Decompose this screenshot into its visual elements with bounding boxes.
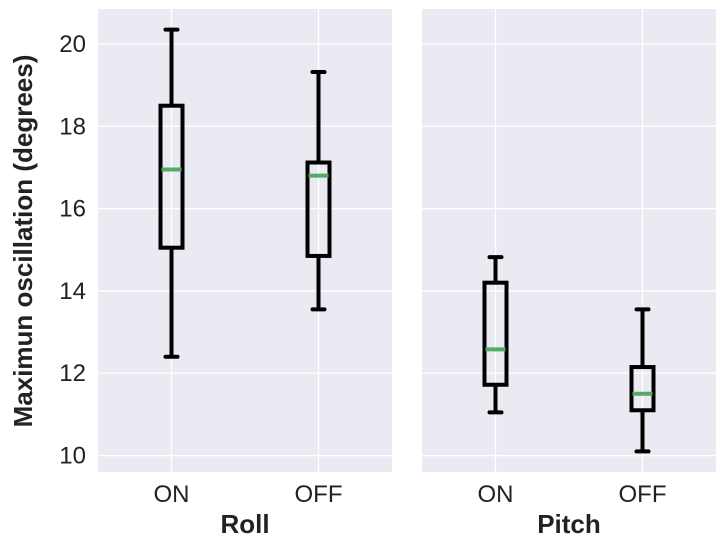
x-tick-label: OFF: [295, 481, 343, 508]
y-axis-title: Maximun oscillation (degrees): [8, 55, 38, 428]
y-tick-label: 20: [59, 31, 86, 58]
plot-area-0: [98, 9, 392, 472]
y-tick-label: 12: [59, 360, 86, 387]
box-pitch-on: [482, 280, 509, 387]
x-tick-label: ON: [478, 481, 514, 508]
x-tick-label: ON: [154, 481, 190, 508]
box-pitch-off: [629, 365, 656, 413]
plot-area-1: [422, 9, 716, 472]
box-roll-on: [158, 103, 185, 250]
y-tick-label: 16: [59, 196, 86, 223]
x-axis-title: Roll: [220, 509, 269, 539]
y-tick-label: 18: [59, 113, 86, 140]
box-roll-off: [305, 160, 332, 258]
x-tick-label: OFF: [619, 481, 667, 508]
x-axis-title: Pitch: [537, 509, 601, 539]
y-tick-label: 10: [59, 443, 86, 470]
y-tick-label: 14: [59, 278, 86, 305]
